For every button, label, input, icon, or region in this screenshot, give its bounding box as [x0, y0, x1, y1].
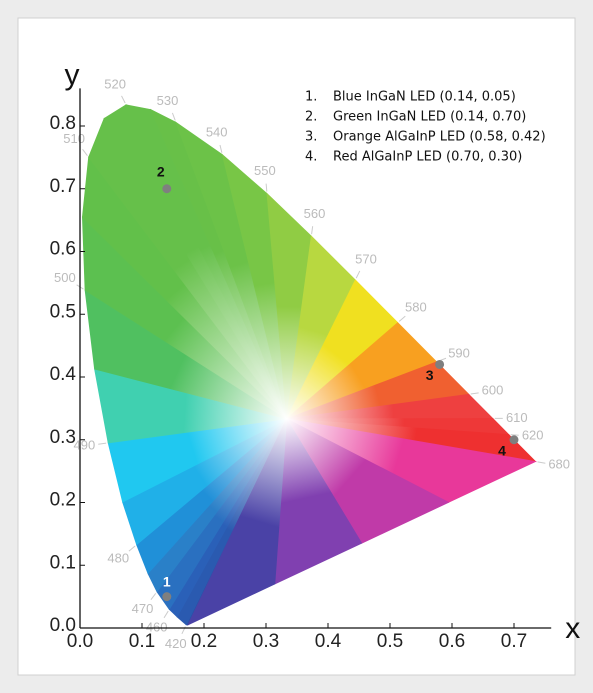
point-label: 2 — [157, 163, 165, 179]
y-tick-label: 0.8 — [50, 113, 76, 134]
wavelength-tick — [150, 593, 157, 601]
wavelength-label: 620 — [522, 428, 544, 443]
wavelength-tick — [98, 442, 107, 445]
wavelength-tick — [121, 95, 126, 104]
wavelength-label: 610 — [506, 410, 528, 425]
x-axis-label: x — [565, 612, 580, 645]
led-point — [162, 184, 172, 194]
wavelength-label: 600 — [482, 383, 504, 398]
x-tick-label: 0.0 — [67, 631, 93, 652]
wavelength-label: 570 — [355, 252, 377, 267]
legend-number: 2. — [305, 110, 317, 125]
led-point — [435, 359, 445, 369]
wavelength-tick — [82, 148, 88, 156]
y-tick-label: 0.3 — [50, 427, 76, 448]
wavelength-label: 550 — [254, 163, 276, 178]
color-region — [81, 104, 537, 626]
wavelength-tick — [171, 112, 176, 121]
wavelength-tick — [265, 183, 268, 192]
wavelength-label: 540 — [206, 125, 228, 140]
wavelength-label: 530 — [157, 93, 179, 108]
wavelength-tick — [219, 144, 223, 153]
led-point — [509, 435, 519, 445]
y-tick-label: 0.1 — [50, 552, 76, 573]
legend-text: Green InGaN LED (0.14, 0.70) — [333, 110, 526, 125]
legend-number: 4. — [305, 150, 317, 165]
x-tick-label: 0.1 — [129, 631, 155, 652]
x-tick-label: 0.4 — [315, 631, 342, 652]
y-tick-label: 0.0 — [50, 615, 76, 636]
point-label: 4 — [498, 442, 506, 458]
wavelength-label: 470 — [132, 601, 154, 616]
wavelength-label: 680 — [548, 457, 570, 472]
wavelength-tick — [128, 545, 136, 552]
point-label: 1 — [163, 573, 171, 589]
wavelength-label: 560 — [304, 206, 326, 221]
y-tick-label: 0.4 — [50, 364, 77, 385]
y-tick-label: 0.5 — [50, 301, 76, 322]
legend-number: 3. — [305, 130, 317, 145]
wavelength-tick — [537, 461, 546, 464]
legend-text: Orange AlGaInP LED (0.58, 0.42) — [333, 130, 546, 145]
legend-number: 1. — [305, 90, 317, 105]
wavelength-label: 520 — [104, 77, 126, 92]
wavelength-label: 580 — [405, 300, 427, 315]
wavelength-tick — [510, 434, 519, 436]
y-tick-label: 0.2 — [50, 490, 76, 511]
y-tick-label: 0.7 — [50, 176, 76, 197]
wavelength-tick — [355, 270, 361, 279]
wavelength-label: 500 — [54, 270, 76, 285]
x-tick-label: 0.6 — [439, 631, 465, 652]
x-tick-label: 0.5 — [377, 631, 403, 652]
legend-text: Red AlGaInP LED (0.70, 0.30) — [333, 150, 522, 165]
wavelength-tick — [470, 392, 479, 395]
color-wedge — [187, 418, 288, 626]
wavelength-label: 420 — [165, 636, 187, 651]
wavelength-tick — [311, 226, 314, 235]
x-tick-label: 0.7 — [501, 631, 527, 652]
y-axis-label: y — [65, 58, 80, 91]
point-label: 3 — [426, 367, 434, 383]
x-tick-label: 0.2 — [191, 631, 217, 652]
legend-text: Blue InGaN LED (0.14, 0.05) — [333, 90, 516, 105]
wavelength-label: 490 — [74, 437, 96, 452]
wavelength-tick — [398, 315, 406, 322]
y-tick-label: 0.6 — [50, 239, 76, 260]
wavelength-tick — [163, 610, 169, 619]
wavelength-label: 460 — [146, 620, 168, 635]
led-point — [162, 592, 172, 602]
x-tick-label: 0.3 — [253, 631, 279, 652]
wavelength-label: 590 — [448, 345, 470, 360]
wavelength-label: 480 — [107, 550, 129, 565]
